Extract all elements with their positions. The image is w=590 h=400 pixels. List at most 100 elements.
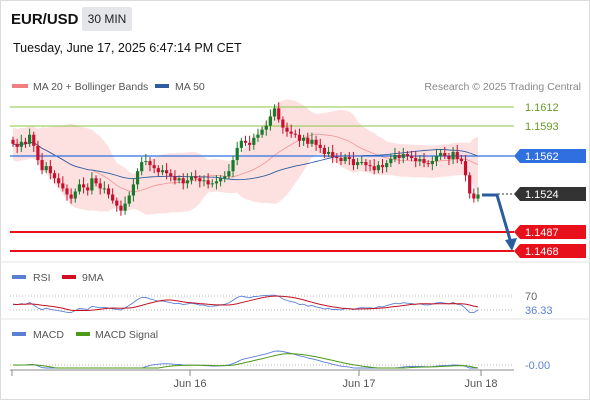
candle-body	[401, 153, 405, 159]
candle-body	[140, 162, 144, 172]
candle-body	[65, 188, 69, 195]
candle-body	[289, 131, 293, 134]
candle-body	[148, 161, 152, 166]
rsi-legend-swatch	[12, 275, 26, 279]
candle-body	[40, 160, 44, 171]
candle-body	[426, 163, 430, 165]
candle-body	[409, 156, 414, 159]
candle-body	[439, 152, 443, 156]
candle-body	[339, 158, 343, 162]
candle-body	[418, 159, 422, 162]
candle-body	[306, 137, 310, 144]
rsi-ma-line	[12, 295, 479, 312]
candle-body	[11, 139, 15, 144]
candle-body	[268, 116, 273, 126]
rsi-70-label: 70	[525, 291, 537, 303]
candle-body	[364, 162, 368, 166]
rsi-ma-legend-swatch	[62, 275, 76, 279]
ma50-legend-label: MA 50	[175, 81, 205, 93]
candle-body	[243, 140, 248, 143]
last-price-label: 1.1524	[525, 189, 559, 201]
candle-body	[447, 156, 451, 160]
ma20-legend-swatch	[12, 84, 28, 88]
symbol-title: EUR/USD	[11, 11, 79, 28]
candle-body	[106, 188, 111, 195]
candle-body	[272, 108, 277, 117]
candle-body	[160, 170, 165, 173]
macd-signal-legend-swatch	[76, 332, 90, 336]
candle-body	[405, 153, 410, 156]
candle-body	[347, 157, 351, 160]
s2-label: 1.1468	[525, 246, 559, 258]
candle-body	[335, 157, 339, 159]
candle-body	[210, 183, 214, 185]
candle-body	[90, 178, 94, 191]
datetime-label: Tuesday, June 17, 2025 6:47:14 PM CET	[13, 41, 242, 55]
candle-body	[302, 137, 306, 141]
macd-legend-swatch	[12, 332, 26, 336]
candle-body	[44, 166, 48, 171]
candle-body	[285, 127, 289, 132]
candle-body	[135, 171, 140, 185]
candle-body	[81, 184, 86, 188]
macd-legend-label: MACD	[33, 329, 64, 341]
macd-signal-line	[13, 353, 479, 369]
candle-body	[331, 151, 335, 158]
r2-label: 1.1612	[525, 102, 559, 114]
candle-body	[86, 187, 90, 191]
candle-body	[326, 151, 331, 154]
candle-body	[169, 173, 173, 177]
candle-body	[52, 173, 57, 179]
candle-body	[177, 178, 181, 181]
x-label-jun17: Jun 17	[342, 378, 375, 390]
candle-body	[368, 165, 372, 167]
rsi-value-label: 36.33	[525, 305, 553, 317]
candle-body	[19, 141, 23, 147]
candle-body	[98, 183, 102, 189]
candle-body	[102, 188, 106, 190]
x-label-jun18: Jun 18	[464, 378, 497, 390]
candle-body	[73, 191, 77, 199]
candle-body	[281, 119, 285, 128]
candle-body	[293, 133, 297, 135]
timeframe-badge[interactable]: 30 MIN	[82, 7, 132, 31]
last-price-tag	[514, 187, 586, 201]
candle-body	[189, 176, 194, 181]
candle-body	[235, 147, 239, 161]
candle-body	[476, 194, 480, 199]
candle-body	[393, 154, 397, 160]
candle-body	[256, 134, 260, 138]
macd-signal-legend-label: MACD Signal	[95, 329, 158, 341]
candle-body	[389, 159, 393, 164]
bollinger-band	[13, 99, 478, 215]
chart-header: EUR/USD 30 MIN	[0, 0, 590, 40]
candle-body	[111, 194, 115, 201]
candle-body	[218, 178, 223, 182]
candle-body	[385, 163, 389, 168]
candle-body	[360, 162, 364, 164]
s1-tag	[514, 225, 586, 239]
candle-body	[48, 166, 52, 174]
candle-body	[152, 165, 156, 169]
candle-body	[397, 154, 401, 159]
candle-body	[434, 156, 439, 162]
s2-tag	[514, 244, 586, 258]
candle-body	[36, 145, 40, 161]
candle-body	[322, 147, 326, 154]
s1-label: 1.1487	[525, 227, 559, 239]
candle-body	[173, 176, 177, 181]
pivot-tag	[514, 149, 586, 163]
candle-body	[318, 144, 322, 148]
candle-body	[181, 178, 185, 184]
candle-body	[459, 159, 463, 162]
macd-value-label: -0.00	[525, 360, 550, 372]
candle-body	[23, 141, 28, 144]
pivot-label: 1.1562	[525, 151, 559, 163]
candle-body	[343, 157, 347, 162]
candle-body	[472, 193, 476, 199]
candle-body	[451, 151, 455, 160]
candle-body	[115, 200, 119, 206]
candle-body	[264, 125, 268, 130]
candle-body	[32, 134, 36, 146]
